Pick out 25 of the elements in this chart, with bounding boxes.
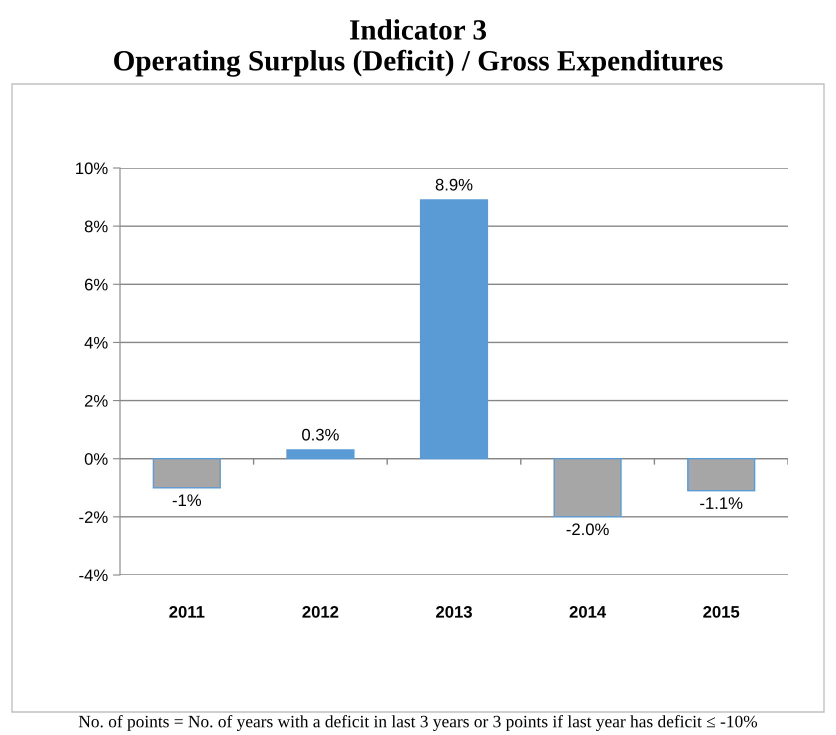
bar <box>420 199 488 460</box>
x-tick-label: 2013 <box>436 606 472 618</box>
data-label: 0.3% <box>302 428 339 441</box>
data-label: -1.1% <box>700 497 742 509</box>
text: No. of points = No. of years with a deficit in last 3 years or 3 points if last year has deficit ≤ -10% <box>78 715 758 731</box>
bar <box>152 458 221 488</box>
y-tick-label: 0% <box>84 453 108 465</box>
x-tick-label: 2011 <box>169 606 204 618</box>
data-label: -2.0% <box>566 523 609 536</box>
data-label: -1% <box>172 494 202 506</box>
bar <box>554 458 622 518</box>
x-tick-label: 2012 <box>302 606 338 618</box>
y-tick-label: 6% <box>84 278 108 290</box>
y-tick-label: 2% <box>84 394 108 407</box>
x-tick-label: 2015 <box>703 606 740 618</box>
bar <box>286 449 354 460</box>
y-tick-label: -2% <box>79 511 108 523</box>
y-tick-label: 8% <box>84 220 108 232</box>
chart-title: Indicator 3 Operating Surplus (Deficit) / Gross Expenditures <box>114 19 723 77</box>
data-label: 8.9% <box>436 178 472 191</box>
x-tick-label: 2014 <box>570 606 606 618</box>
y-tick-label: 10% <box>76 162 108 174</box>
bar <box>687 458 756 492</box>
y-tick-label: -4% <box>79 569 108 582</box>
y-tick-label: 4% <box>84 336 108 349</box>
